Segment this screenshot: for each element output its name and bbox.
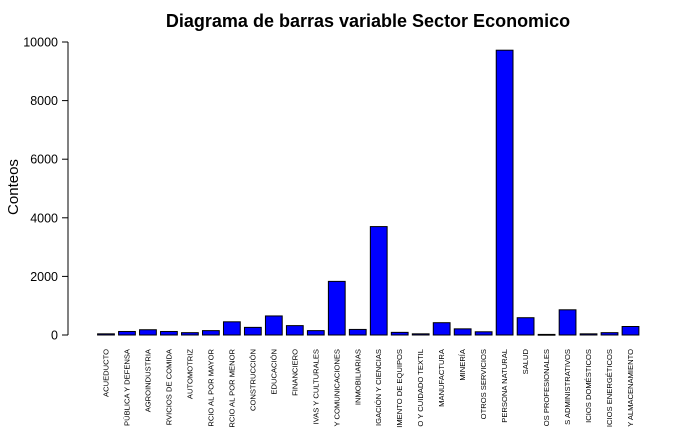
x-axis-labels: ACUEDUCTO PÚBLICA Y DEFENSA AGROINDUSTRIA R… xyxy=(101,348,635,428)
x-tick-label: RCIO AL POR MAYOR xyxy=(206,348,215,426)
bar xyxy=(160,330,178,336)
x-tick-label: MINERÍA xyxy=(458,348,467,381)
bar xyxy=(453,328,472,336)
x-tick-label: ICIOS ENERGÉTICOS xyxy=(605,349,614,427)
x-tick-label: Y ALMACENAMIENTO xyxy=(626,349,635,427)
bar xyxy=(411,333,430,336)
y-tick-label: 10000 xyxy=(23,36,58,50)
bar xyxy=(390,331,409,336)
bar xyxy=(264,315,283,336)
x-tick-label: ICIOS DOMÉSTICOS xyxy=(584,349,593,423)
x-tick-label: FINANCIERO xyxy=(290,349,299,396)
x-tick-label: INMOBILIARIAS xyxy=(353,349,362,405)
bar xyxy=(348,328,367,336)
x-tick-label: IGACIÓN Y CIENCIAS xyxy=(374,349,383,426)
x-tick-label: RCIO AL POR MENOR xyxy=(227,348,236,427)
x-tick-label: O Y CUIDADO TEXTIL xyxy=(416,349,425,427)
x-tick-label: EDUCACIÓN xyxy=(269,349,278,395)
x-tick-label: MANUFACTURA xyxy=(437,348,446,407)
bar xyxy=(97,333,115,336)
bars-group xyxy=(97,49,640,336)
y-tick-label: 0 xyxy=(51,329,58,343)
bar xyxy=(118,330,136,336)
bar xyxy=(474,331,493,336)
bar xyxy=(537,333,556,336)
x-tick-label: AGROINDUSTRIA xyxy=(143,348,152,412)
x-tick-label: AUTOMOTRIZ xyxy=(185,349,194,399)
bar xyxy=(369,226,388,336)
bar xyxy=(495,49,514,336)
x-tick-label: Y COMUNICACIONES xyxy=(332,349,341,427)
x-tick-label: S ADMINISTRATIVOS xyxy=(563,349,572,425)
bar xyxy=(558,309,577,336)
y-tick-label: 8000 xyxy=(30,94,58,108)
bar xyxy=(579,333,598,336)
x-tick-label: ACUEDUCTO xyxy=(101,349,110,397)
x-tick-label: OS PROFESIONALES xyxy=(542,349,551,426)
x-tick-label: SALUD xyxy=(521,348,530,374)
bar xyxy=(202,330,220,336)
bar xyxy=(600,332,619,336)
bar xyxy=(285,325,304,336)
bar xyxy=(139,329,157,336)
x-tick-label: RVICIOS DE COMIDA xyxy=(164,348,173,425)
bar xyxy=(516,317,535,336)
x-tick-label: PERSONA NATURAL xyxy=(500,349,509,423)
x-tick-label: CONSTRUCCIÓN xyxy=(248,349,257,411)
bar xyxy=(222,321,241,336)
y-tick-label: 6000 xyxy=(30,153,58,167)
bar xyxy=(327,280,346,336)
bar xyxy=(243,326,262,336)
x-tick-label: OTROS SERVICIOS xyxy=(479,349,488,419)
x-tick-label: PÚBLICA Y DEFENSA xyxy=(122,348,131,426)
bar xyxy=(432,322,451,336)
y-tick-label: 4000 xyxy=(30,211,58,225)
bar xyxy=(181,332,199,336)
y-axis-label: Conteos xyxy=(5,159,22,215)
x-tick-label: IMENTO DE EQUIPOS xyxy=(395,349,404,428)
x-tick-label: IVAS Y CULTURALES xyxy=(311,349,320,424)
y-axis-ticks: 0 2000 4000 6000 8000 10000 xyxy=(23,36,68,343)
bar xyxy=(621,326,640,336)
bar xyxy=(306,330,325,336)
chart-title: Diagrama de barras variable Sector Econo… xyxy=(166,11,570,31)
y-tick-label: 2000 xyxy=(30,270,58,284)
